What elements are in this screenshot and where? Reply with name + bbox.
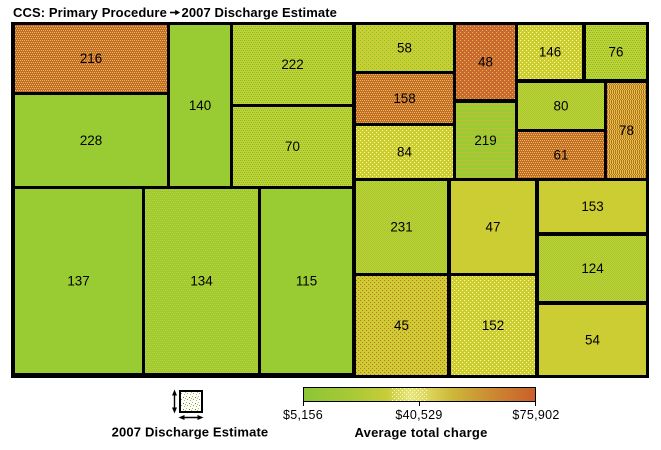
svg-text:140: 140: [189, 98, 211, 113]
svg-text:153: 153: [581, 199, 603, 214]
svg-text:216: 216: [80, 51, 102, 66]
svg-text:124: 124: [581, 261, 604, 276]
svg-text:219: 219: [474, 133, 496, 148]
svg-text:84: 84: [397, 145, 412, 160]
svg-text:115: 115: [296, 274, 317, 289]
svg-text:231: 231: [390, 220, 412, 235]
svg-text:54: 54: [585, 333, 600, 348]
svg-text:146: 146: [539, 45, 561, 60]
svg-text:228: 228: [80, 133, 102, 148]
svg-text:61: 61: [554, 148, 569, 163]
svg-text:152: 152: [482, 318, 504, 333]
svg-text:45: 45: [394, 318, 409, 333]
svg-text:78: 78: [619, 123, 634, 138]
svg-text:222: 222: [281, 57, 303, 72]
svg-text:Average total charge: Average total charge: [354, 425, 487, 440]
svg-text:137: 137: [67, 274, 89, 289]
svg-text:$75,902: $75,902: [512, 408, 559, 422]
svg-text:80: 80: [554, 99, 569, 114]
svg-text:76: 76: [609, 45, 624, 60]
svg-text:2007 Discharge Estimate: 2007 Discharge Estimate: [182, 5, 338, 20]
svg-text:134: 134: [190, 274, 213, 289]
svg-text:48: 48: [478, 55, 493, 70]
svg-text:CCS: Primary Procedure: CCS: Primary Procedure: [13, 5, 167, 20]
svg-text:158: 158: [393, 91, 415, 106]
svg-text:$5,156: $5,156: [283, 408, 323, 422]
svg-text:47: 47: [486, 220, 501, 235]
svg-text:58: 58: [397, 41, 412, 56]
svg-text:70: 70: [285, 139, 300, 154]
svg-text:$40,529: $40,529: [395, 408, 442, 422]
svg-text:2007 Discharge Estimate: 2007 Discharge Estimate: [112, 425, 269, 440]
